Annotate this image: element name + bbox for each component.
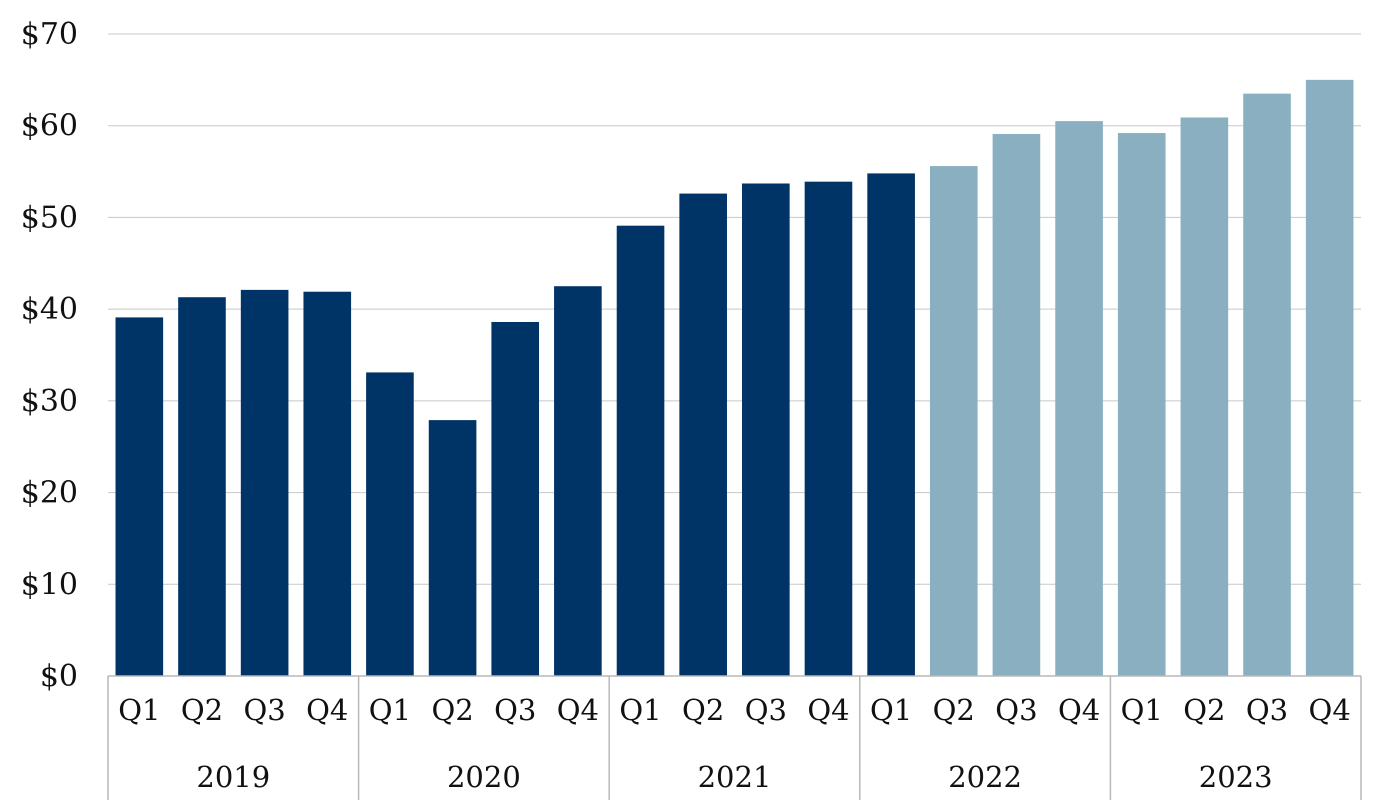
x-axis bbox=[107, 675, 1362, 800]
bar bbox=[1180, 117, 1229, 676]
y-tick-label: $70 bbox=[21, 17, 78, 52]
quarter-label: Q1 bbox=[1121, 693, 1163, 727]
quarter-label: Q4 bbox=[306, 693, 348, 727]
quarter-label: Q2 bbox=[933, 693, 975, 727]
gridlines bbox=[108, 33, 1361, 585]
bar bbox=[428, 420, 477, 676]
bar bbox=[1305, 79, 1354, 677]
bar bbox=[491, 321, 540, 676]
quarter-label: Q2 bbox=[431, 693, 473, 727]
quarter-label: Q1 bbox=[619, 693, 661, 727]
bar bbox=[804, 181, 853, 676]
quarter-label: Q1 bbox=[118, 693, 160, 727]
quarter-label: Q3 bbox=[494, 693, 536, 727]
bar bbox=[1243, 93, 1291, 677]
quarter-label: Q4 bbox=[807, 693, 849, 727]
quarter-label: Q1 bbox=[369, 693, 411, 727]
y-tick-label: $0 bbox=[40, 659, 78, 694]
y-tick-label: $30 bbox=[21, 384, 78, 419]
quarter-label: Q1 bbox=[870, 693, 912, 727]
quarter-label: Q2 bbox=[682, 693, 724, 727]
bar bbox=[178, 297, 226, 676]
y-axis-labels: $0 $10 $20 $30 $40 $50 $60 $70 bbox=[21, 17, 78, 694]
bars bbox=[115, 79, 1354, 677]
year-label: 2020 bbox=[447, 760, 521, 794]
bar bbox=[554, 286, 602, 676]
bar bbox=[679, 193, 727, 676]
y-tick-label: $50 bbox=[21, 200, 78, 235]
bar bbox=[867, 173, 915, 677]
y-tick-label: $40 bbox=[21, 292, 78, 327]
bar bbox=[992, 133, 1041, 676]
quarter-label: Q2 bbox=[181, 693, 223, 727]
quarter-label: Q3 bbox=[745, 693, 787, 727]
quarter-label: Q3 bbox=[1246, 693, 1288, 727]
quarter-label: Q3 bbox=[244, 693, 286, 727]
bar bbox=[616, 225, 665, 676]
year-label: 2022 bbox=[948, 760, 1022, 794]
x-axis-labels: Q1 Q2 Q3 Q4 Q1 Q2 Q3 Q4 Q1 Q2 Q3 Q4 Q1 Q2 Q3 Q4 Q1 Q2 Q3 Q4… bbox=[118, 693, 1351, 794]
bar bbox=[303, 291, 352, 676]
y-tick-label: $60 bbox=[21, 109, 78, 144]
quarter-label: Q2 bbox=[1183, 693, 1225, 727]
quarter-label: Q4 bbox=[557, 693, 599, 727]
bar bbox=[742, 183, 790, 676]
bar bbox=[240, 289, 289, 676]
bar bbox=[366, 372, 414, 676]
bar bbox=[1117, 133, 1166, 677]
y-tick-label: $10 bbox=[21, 567, 78, 602]
quarter-label: Q4 bbox=[1309, 693, 1351, 727]
bar bbox=[1055, 121, 1103, 677]
quarter-label: Q3 bbox=[995, 693, 1037, 727]
bar bbox=[929, 166, 978, 676]
y-tick-label: $20 bbox=[21, 476, 78, 511]
year-label: 2021 bbox=[698, 760, 772, 794]
year-label: 2019 bbox=[196, 760, 270, 794]
bar bbox=[115, 317, 164, 676]
quarter-label: Q4 bbox=[1058, 693, 1100, 727]
year-label: 2023 bbox=[1199, 760, 1273, 794]
